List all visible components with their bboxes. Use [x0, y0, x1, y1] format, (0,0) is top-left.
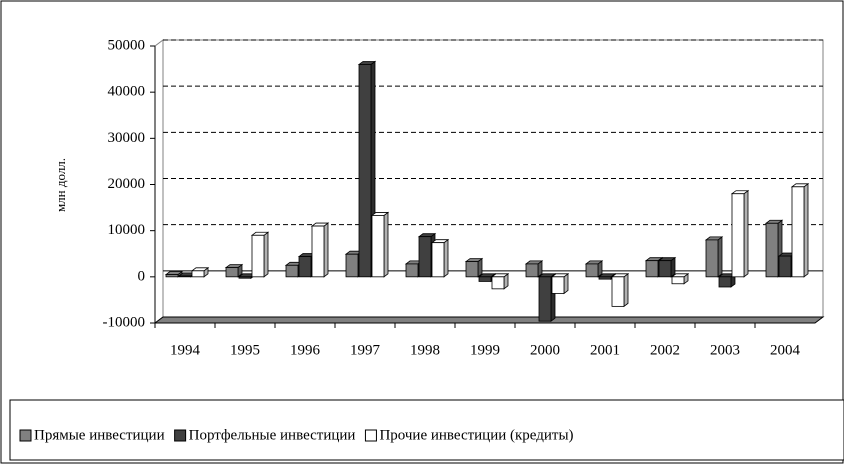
bar [418, 236, 432, 278]
legend-swatch [364, 429, 377, 442]
bar [791, 186, 805, 278]
legend-swatch [174, 429, 187, 442]
bar [251, 234, 265, 278]
y-tick-label: 40000 [108, 84, 146, 100]
bar [658, 260, 672, 278]
bar [225, 267, 239, 278]
x-tick-label: 1996 [290, 342, 321, 358]
bar [311, 225, 325, 278]
bar-side [383, 211, 389, 278]
x-tick-label: 2003 [710, 342, 740, 358]
bar [551, 276, 565, 294]
bar [371, 215, 385, 278]
legend-label: Прочие инвестиции (кредиты) [379, 427, 573, 443]
bar [731, 193, 745, 278]
y-tick-label: 10000 [108, 222, 146, 238]
bar [431, 242, 445, 278]
bar [718, 276, 732, 288]
legend-label: Прямые инвестиции [34, 427, 165, 443]
bar [358, 64, 372, 278]
y-axis-label: млн долл. [53, 158, 68, 212]
bar [191, 270, 205, 278]
bar [705, 239, 719, 278]
x-tick-label: 1994 [170, 342, 201, 358]
bar-side [803, 183, 809, 278]
bar [478, 276, 492, 282]
bar [585, 263, 599, 278]
side-wall [154, 39, 164, 324]
x-tick-label: 2002 [650, 342, 680, 358]
x-tick-label: 2004 [770, 342, 801, 358]
x-tick-label: 1998 [410, 342, 440, 358]
bar-side [743, 189, 749, 278]
bar [611, 276, 625, 307]
bar [765, 222, 779, 278]
bar-side [443, 238, 449, 278]
legend-box [9, 399, 844, 461]
legend-swatch [19, 429, 32, 442]
x-tick-label: 1999 [470, 342, 500, 358]
bar [298, 256, 312, 278]
bar [238, 276, 252, 279]
bar-side [717, 236, 723, 278]
bar [525, 263, 539, 278]
bar [645, 260, 659, 278]
bar-side [323, 222, 329, 278]
bar [465, 261, 479, 278]
x-tick-label: 2001 [590, 342, 620, 358]
y-tick-label: 20000 [108, 176, 146, 192]
bar [538, 276, 552, 322]
bar [405, 263, 419, 278]
bar [778, 255, 792, 278]
y-tick-label: 30000 [108, 130, 146, 146]
bar-side [263, 231, 269, 278]
bar [345, 253, 359, 278]
legend-label: Портфельные инвестиции [189, 427, 356, 443]
bar [598, 276, 612, 280]
y-tick-label: -10000 [103, 314, 146, 330]
floor [153, 316, 825, 324]
bar [178, 275, 192, 278]
bar [671, 276, 685, 285]
bar [491, 276, 505, 290]
bar-side [623, 273, 629, 308]
x-tick-label: 2000 [530, 342, 560, 358]
x-tick-label: 1995 [230, 342, 260, 358]
y-tick-label: 0 [138, 268, 146, 284]
x-tick-label: 1997 [350, 342, 381, 358]
bar [165, 274, 179, 278]
y-tick-label: 50000 [108, 37, 146, 53]
bar [285, 264, 299, 278]
